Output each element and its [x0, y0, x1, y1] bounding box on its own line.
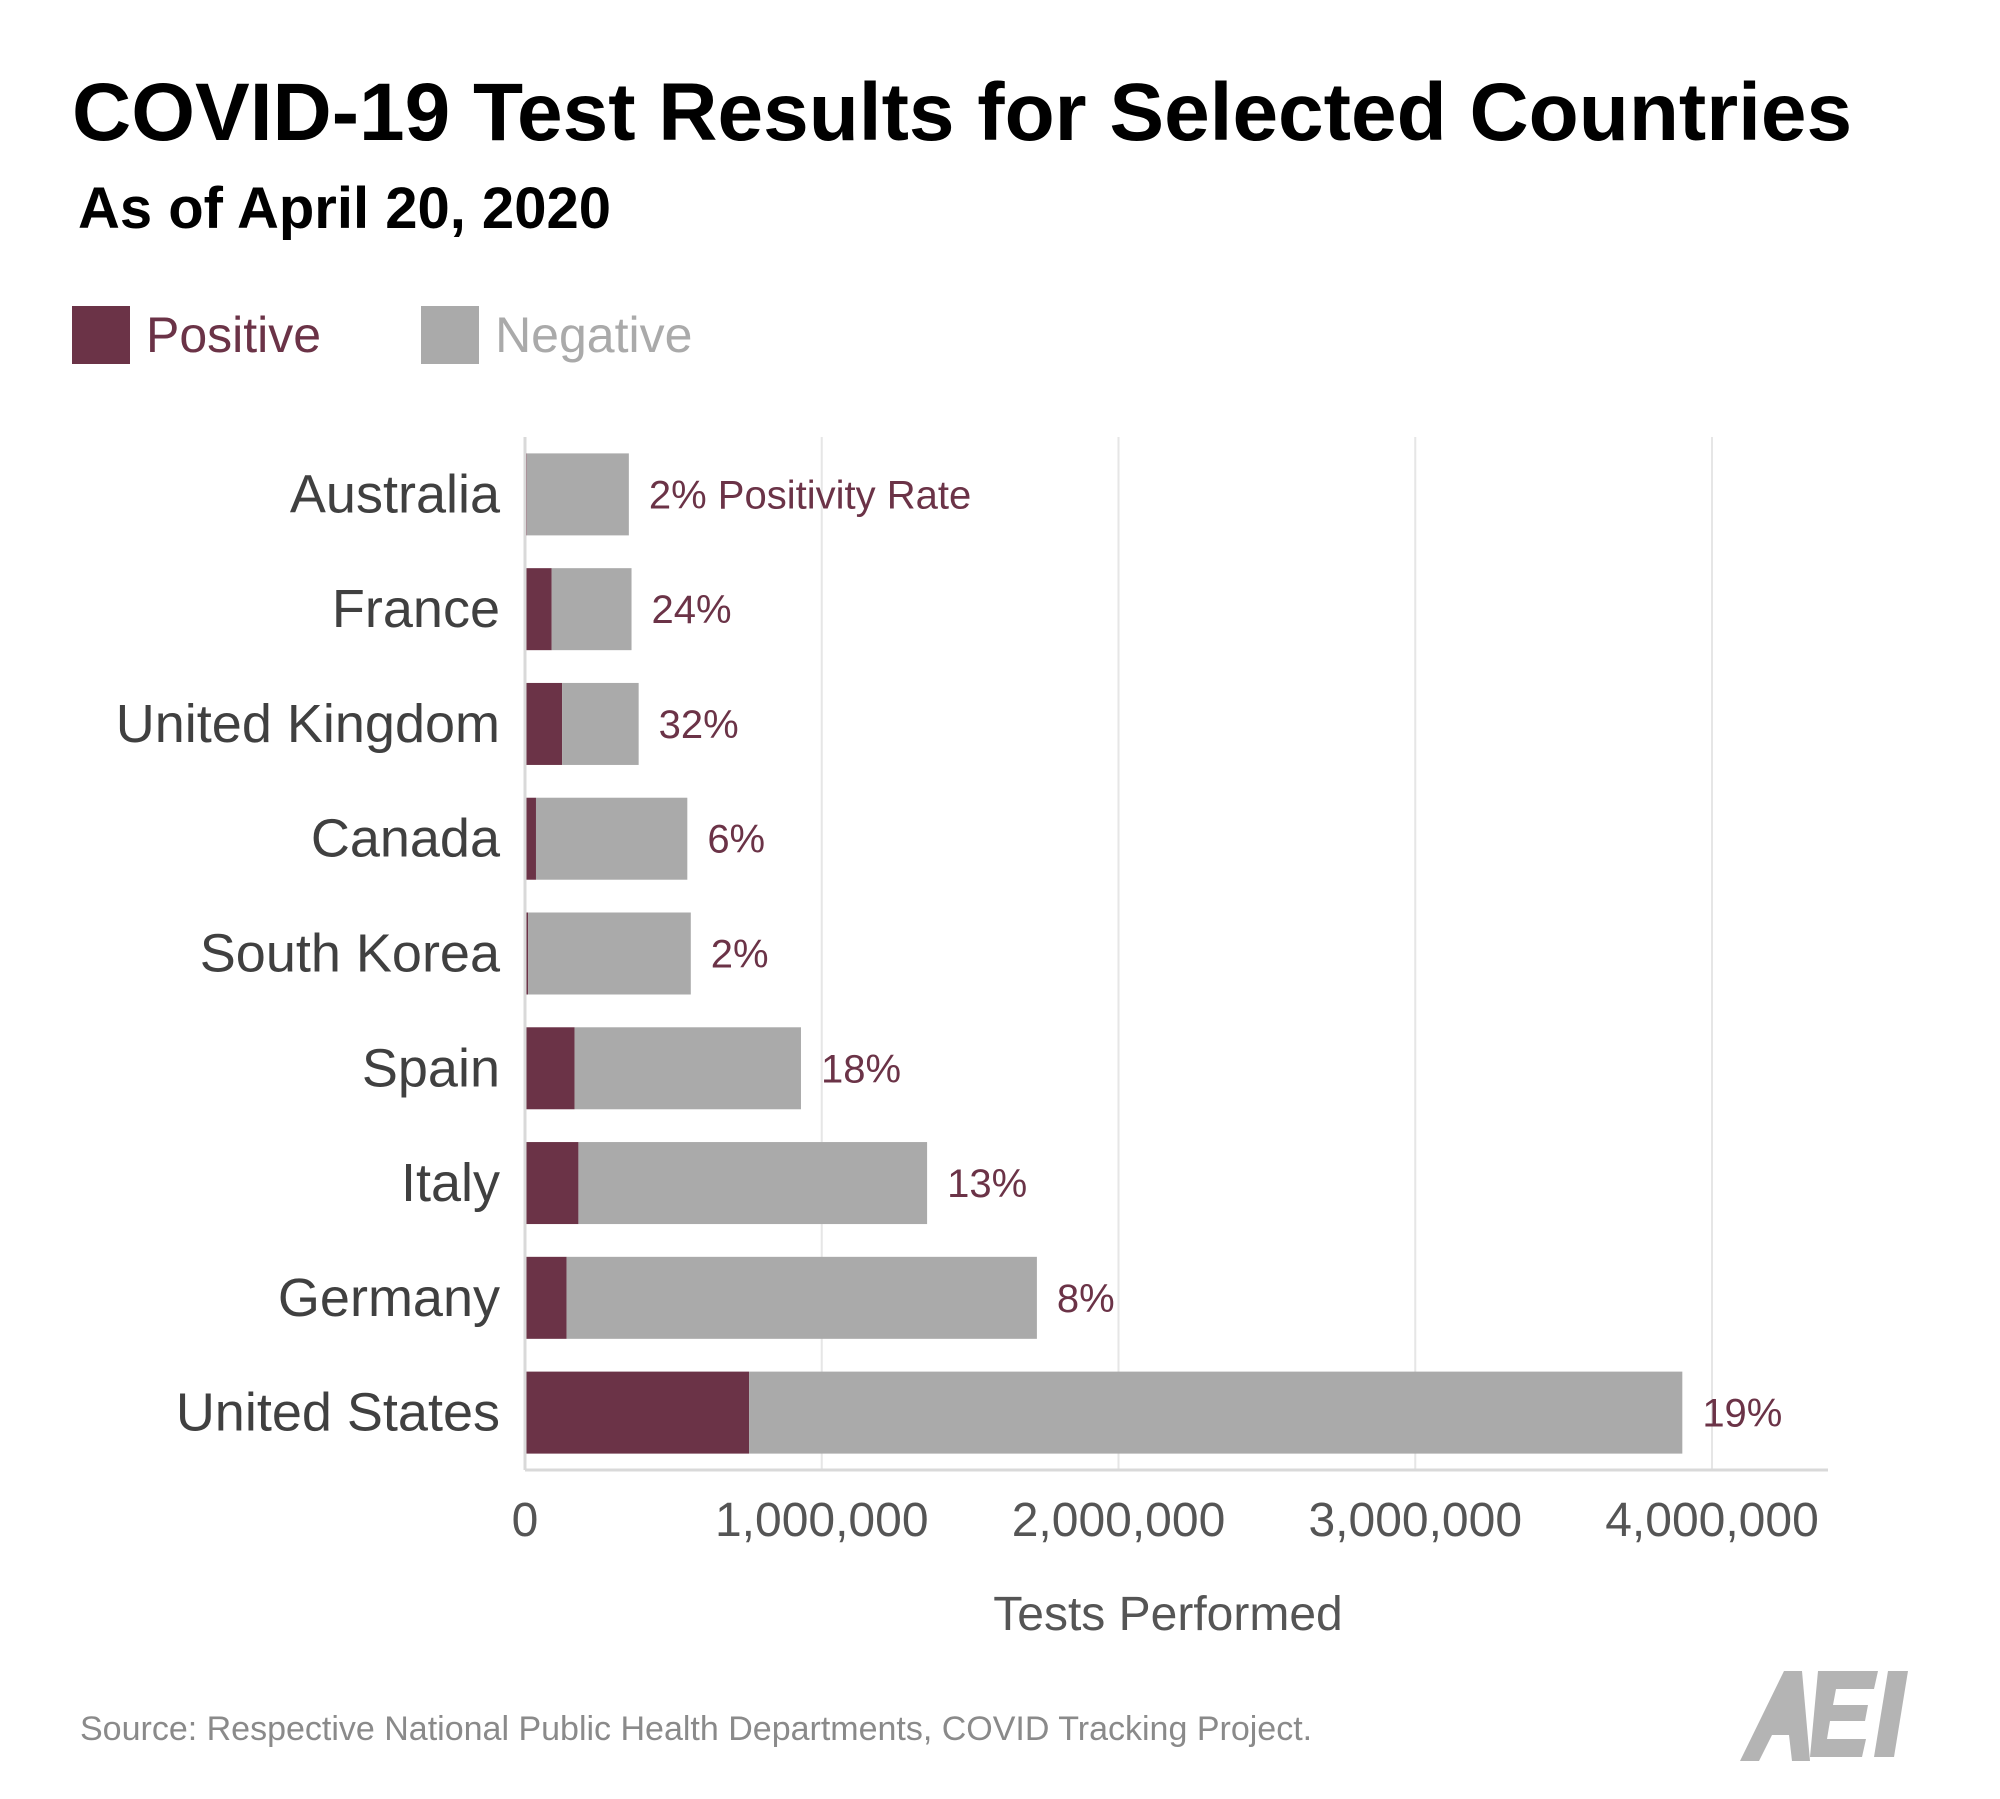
legend-label-negative: Negative: [495, 307, 693, 363]
category-label: Australia: [290, 464, 501, 524]
category-label: United Kingdom: [116, 694, 500, 754]
category-label: Spain: [362, 1038, 500, 1098]
bar-segment-negative: [578, 1142, 928, 1225]
bar-segment-positive: [525, 1256, 567, 1339]
data-label: 18%: [821, 1047, 901, 1091]
chart-title: COVID-19 Test Results for Selected Count…: [72, 67, 1853, 158]
category-label: Germany: [278, 1268, 500, 1328]
bar-segment-negative: [562, 682, 639, 765]
data-label: 24%: [652, 588, 732, 632]
bar-segment-positive: [525, 568, 552, 651]
bar-segment-positive: [525, 1371, 750, 1454]
data-label: 2% Positivity Rate: [649, 473, 971, 517]
bar-segment-positive: [525, 912, 529, 995]
x-tick-label: 1,000,000: [715, 1494, 929, 1547]
category-label: South Korea: [200, 924, 501, 984]
aei-logo: [1740, 1671, 1908, 1761]
chart-subtitle: As of April 20, 2020: [78, 176, 611, 241]
bar-segment-positive: [525, 1027, 575, 1110]
bar-segment-negative: [535, 797, 688, 880]
category-label: United States: [176, 1383, 500, 1443]
bar-segment-negative: [526, 453, 629, 536]
x-axis-title: Tests Performed: [993, 1588, 1342, 1641]
category-label: France: [332, 579, 500, 639]
bar-segment-negative: [574, 1027, 801, 1110]
data-label: 13%: [947, 1162, 1027, 1206]
legend-item-negative: Negative: [421, 306, 692, 364]
legend-item-positive: Positive: [72, 306, 321, 364]
bar-segment-positive: [525, 682, 563, 765]
bar-chart: Australia 2% Positivity Rate France 24% Unit…: [116, 437, 1828, 1641]
x-tick-label: 3,000,000: [1308, 1494, 1522, 1547]
bar-segment-negative: [551, 568, 632, 651]
category-label: Canada: [311, 809, 501, 869]
bar-segment-positive: [525, 1142, 579, 1225]
x-tick-label: 2,000,000: [1012, 1494, 1226, 1547]
category-label: Italy: [401, 1153, 500, 1213]
source-note: Source: Respective National Public Healt…: [80, 1710, 1313, 1748]
bar-segment-negative: [566, 1256, 1037, 1339]
bar-segment-positive: [525, 797, 536, 880]
data-label: 19%: [1702, 1392, 1782, 1436]
x-tick-label: 0: [512, 1494, 539, 1547]
legend-swatch-positive: [72, 306, 130, 364]
bar-segment-negative: [749, 1371, 1683, 1454]
data-label: 6%: [707, 818, 765, 862]
data-label: 2%: [711, 933, 769, 977]
bar-segment-negative: [528, 912, 691, 995]
legend-swatch-negative: [421, 306, 480, 364]
data-label: 8%: [1057, 1277, 1115, 1321]
data-label: 32%: [659, 703, 739, 747]
x-tick-label: 4,000,000: [1605, 1494, 1819, 1547]
legend-label-positive: Positive: [146, 307, 322, 363]
legend: Positive Negative: [72, 305, 792, 365]
